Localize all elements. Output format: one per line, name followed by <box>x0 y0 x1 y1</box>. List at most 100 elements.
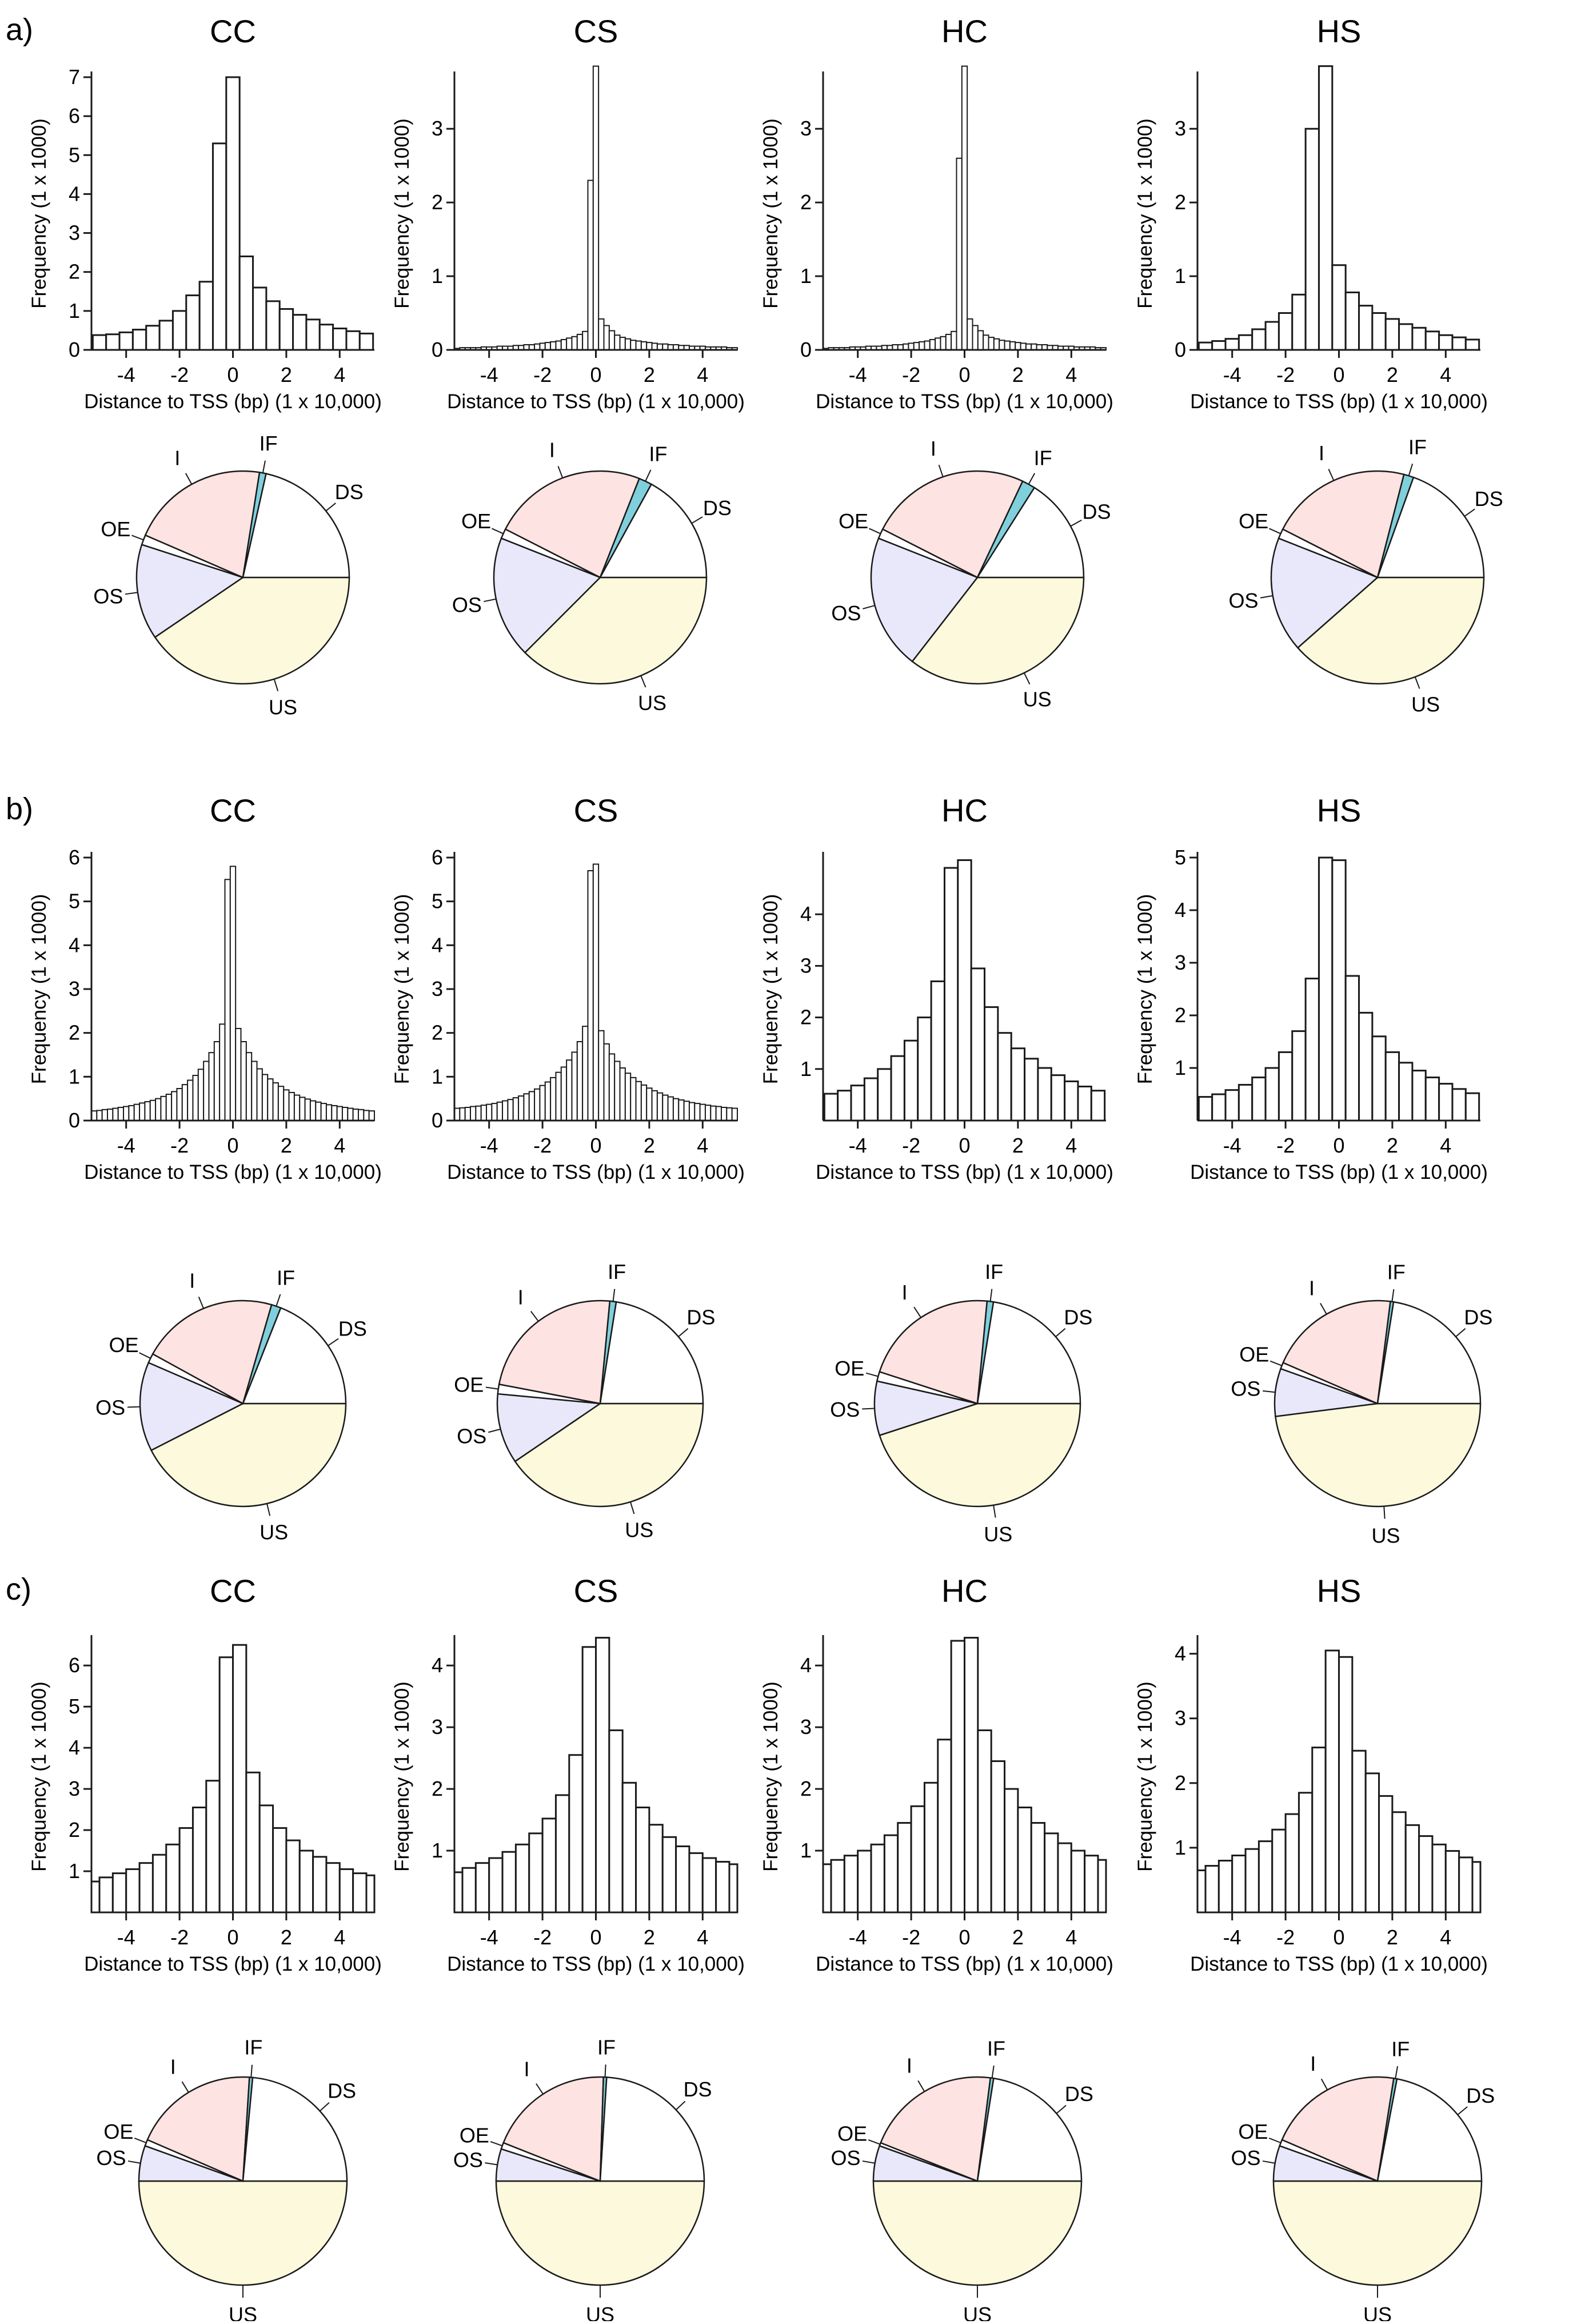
y-tick-label: 2 <box>800 1777 812 1800</box>
histogram-bar <box>299 1097 306 1122</box>
histogram-bar <box>238 255 254 351</box>
pie-leader-line <box>869 528 881 535</box>
pie-slice-us <box>1272 2180 1483 2286</box>
x-tick-label: 2 <box>1012 1134 1024 1157</box>
histogram-bar <box>98 1876 114 1914</box>
histogram-bar <box>857 1849 872 1914</box>
histogram-bar <box>459 1107 466 1122</box>
pie-slice-ds <box>976 487 1085 579</box>
histogram-hs: HS 1 2 3 4 5 -4 -2 0 2 4 Distance to TSS (bp) (1 x … <box>1134 792 1488 1183</box>
histogram-bar <box>930 980 945 1122</box>
histogram-bar <box>181 1084 189 1121</box>
histogram-bar <box>245 1771 261 1914</box>
histogram-bar <box>843 1855 859 1914</box>
y-tick-label: 2 <box>69 260 80 284</box>
x-tick-label: 2 <box>1012 363 1024 386</box>
pie-label-i: I <box>1309 1276 1315 1299</box>
histogram-bar <box>125 1868 141 1914</box>
pie-label-oe: OE <box>454 1373 484 1396</box>
pie-leader-line <box>1070 519 1082 527</box>
histogram-bar <box>877 1068 892 1122</box>
histogram-bar <box>1017 1806 1032 1914</box>
histogram-bar <box>1050 1074 1066 1122</box>
pie-label-i: I <box>931 437 936 460</box>
pie-label-ds: DS <box>1064 1305 1092 1329</box>
y-tick-label: 2 <box>800 1006 812 1029</box>
x-tick-label: 2 <box>281 363 292 386</box>
histogram-bar <box>1025 343 1032 350</box>
pie-slice-us <box>911 576 1085 685</box>
histogram-bar <box>571 1051 578 1122</box>
x-tick-label: -2 <box>1276 363 1295 386</box>
panel-c: c) CC 1 2 3 4 5 6 -4 -2 0 2 4 Distance to TSS (bp) (1… <box>6 1572 1495 2324</box>
pie-leader-line <box>273 679 279 692</box>
histogram-bar <box>1090 1090 1106 1122</box>
pie-slice-os <box>873 1380 980 1437</box>
panel-label: c) <box>6 1572 31 1607</box>
histogram-bar <box>541 1817 557 1914</box>
histogram-bar <box>358 332 374 351</box>
histogram-bar <box>1264 1067 1280 1122</box>
histogram-title: HC <box>941 1573 988 1609</box>
x-tick-label: 0 <box>1333 1134 1344 1157</box>
histogram-bar <box>640 341 648 350</box>
histogram-bar <box>187 1079 194 1122</box>
pie-leader-line <box>536 2083 544 2095</box>
pie-leader-line <box>1455 1328 1466 1337</box>
histogram-bar <box>528 1832 544 1914</box>
histogram-bar <box>1404 1824 1420 1914</box>
pie-leader-line <box>1414 676 1420 689</box>
histogram-bar <box>1211 1093 1227 1122</box>
y-tick-label: 3 <box>1175 1707 1186 1730</box>
histogram-bar <box>1418 1835 1434 1914</box>
histogram-bar <box>694 1103 701 1121</box>
y-tick-label: 3 <box>800 1715 812 1739</box>
histogram-bar <box>544 342 552 350</box>
histogram-bar <box>1398 1062 1414 1122</box>
histogram-bar <box>1364 1772 1380 1914</box>
x-tick-label: -2 <box>170 363 189 386</box>
y-tick-label: 7 <box>69 65 80 89</box>
x-tick-label: -2 <box>170 1926 189 1949</box>
histogram-bar <box>957 859 972 1122</box>
histogram-bar <box>251 1061 258 1121</box>
pie-label-if: IF <box>1408 436 1427 459</box>
histogram-bar <box>1264 321 1280 351</box>
histogram-bar <box>903 343 909 350</box>
histogram-bar <box>1444 1850 1460 1914</box>
y-tick-label: 6 <box>432 846 443 869</box>
pie-leader-line <box>913 1306 922 1318</box>
histogram-bar <box>1358 1011 1374 1122</box>
histogram-bar <box>1251 1077 1267 1122</box>
histogram-bar <box>635 1081 642 1122</box>
x-axis-label: Distance to TSS (bp) (1 x 10,000) <box>1190 1161 1488 1183</box>
histogram-bar <box>667 1096 674 1121</box>
histogram-bar <box>461 1867 477 1914</box>
x-tick-label: 2 <box>281 1926 292 1949</box>
pie-label-os: OS <box>830 1398 860 1421</box>
histogram-bar <box>715 1860 730 1914</box>
pie-label-if: IF <box>244 2036 262 2059</box>
x-tick-label: -4 <box>117 363 135 386</box>
histogram-bar <box>470 1106 477 1122</box>
y-tick-label: 2 <box>1175 190 1186 214</box>
histogram-bar <box>1204 1865 1220 1914</box>
histogram-bar <box>1464 338 1480 351</box>
histogram-bar <box>1311 1747 1327 1914</box>
histogram-bar <box>675 1845 690 1914</box>
histogram-bar <box>539 1085 546 1121</box>
pie-slice-os <box>493 537 602 654</box>
histogram-bar <box>823 1093 839 1122</box>
x-tick-label: -2 <box>902 363 920 386</box>
x-tick-label: 4 <box>334 1926 345 1949</box>
histogram-bar <box>890 1055 905 1122</box>
x-tick-label: 4 <box>1440 1926 1451 1949</box>
histogram-bar <box>592 65 600 350</box>
y-axis-label: Frequency (1 x 1000) <box>760 118 782 309</box>
histogram-bar <box>1237 334 1253 351</box>
histogram-bar <box>211 142 227 351</box>
pie-label-if: IF <box>987 2036 1005 2060</box>
pie-label-oe: OE <box>1238 2120 1268 2143</box>
pie-leader-line <box>250 2064 253 2078</box>
histogram-bar <box>96 1110 103 1122</box>
